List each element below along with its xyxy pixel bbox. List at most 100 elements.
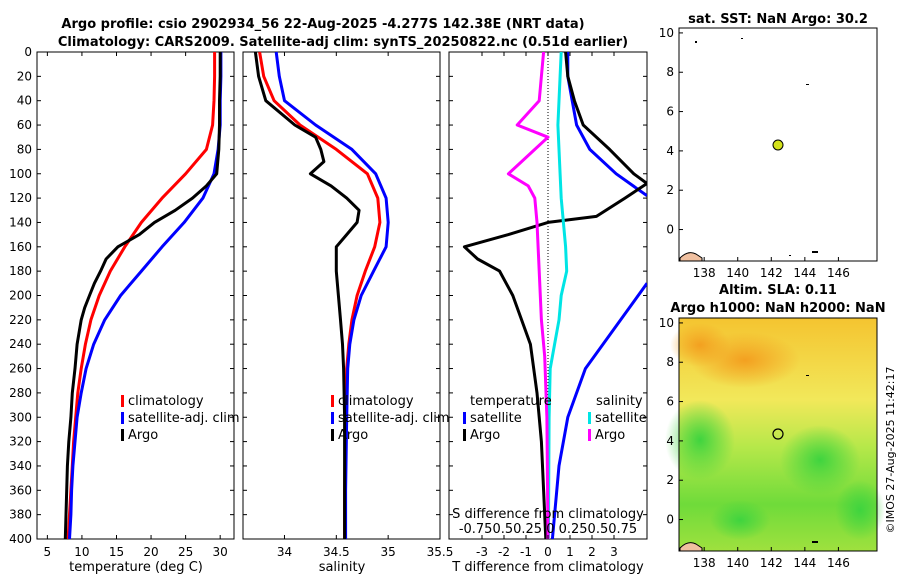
y-tick-label: 20: [17, 69, 32, 83]
map-lat-label: 6: [666, 395, 674, 409]
sst-map-argo-marker: [772, 139, 784, 151]
y-tick-label: 320: [9, 435, 32, 449]
sal-legend-clim-swatch: [331, 395, 334, 407]
sal-legend-argo: Argo: [338, 428, 368, 443]
temp-legend-argo: Argo: [128, 428, 158, 443]
temp-legend-sat-swatch: [121, 412, 124, 424]
series-line-argo: [63, 52, 222, 540]
x-tick-label: -1: [520, 545, 532, 559]
diff-legend-sal-sat: satellite: [595, 411, 647, 426]
y-tick-label: 120: [9, 191, 32, 205]
y-tick-label: 380: [9, 508, 32, 522]
depth-axis: 0 20 40 60 80 100 120 140 160 180 200 220 240 260 280 3…: [9, 45, 32, 546]
diff-legend: temperature salinity satellite Argo sate…: [463, 394, 647, 443]
map-lat-label: 10: [659, 316, 674, 330]
x-tick-label: 3: [610, 545, 618, 559]
sal-legend-argo-swatch: [331, 429, 334, 441]
sla-map-title-1: Altim. SLA: 0.11: [719, 283, 837, 298]
diff-legend-sal-argo-swatch: [588, 429, 591, 441]
x-tick-label: 34: [277, 545, 292, 559]
map-lon-label: 146: [827, 266, 850, 280]
diff-legend-temp-argo: Argo: [470, 428, 500, 443]
sst-map-title: sat. SST: NaN Argo: 30.2: [688, 12, 868, 27]
s-diff-caption: S difference from climatology: [452, 507, 644, 522]
x-tick-label: -3: [476, 545, 488, 559]
y-tick-label: 220: [9, 313, 32, 327]
x-tick-label: 30: [213, 545, 228, 559]
x-tick-label: -2: [498, 545, 510, 559]
series-line-salinity-argo: [506, 52, 550, 539]
map-lat-label: 2: [666, 473, 674, 487]
map-lon-label: 140: [726, 266, 749, 280]
map-lat-label: 0: [666, 513, 674, 527]
x-tick-label: 35.5: [427, 545, 454, 559]
y-tick-label: 60: [17, 118, 32, 132]
sal-legend-clim: climatology: [338, 394, 414, 409]
y-tick-label: 180: [9, 264, 32, 278]
sst-map-coast: [679, 38, 818, 262]
series-line-temperature-argo: [462, 52, 647, 539]
sal-legend-sat-swatch: [331, 412, 334, 424]
temp-legend-sat: satellite-adj. clim: [128, 411, 240, 426]
x-tick-label: 2: [588, 545, 596, 559]
imos-stamp: ©IMOS 27-Aug-2025 11:42:17: [884, 367, 897, 534]
series-line-temperature-satellite-deep-: [550, 282, 647, 539]
sla-map-frame: [678, 317, 878, 552]
sla-map-field: [665, 318, 885, 551]
y-tick-label: 300: [9, 410, 32, 424]
diff-xlabel: T difference from climatology: [451, 560, 644, 575]
map-lat-label: 4: [666, 434, 674, 448]
y-tick-label: 160: [9, 240, 32, 254]
sla-map-argo-marker: [772, 428, 784, 440]
map-lat-label: 2: [666, 183, 674, 197]
sst-map-frame: [678, 27, 878, 262]
x-tick-label: 34.5: [323, 545, 350, 559]
y-tick-label: 360: [9, 483, 32, 497]
y-tick-label: 140: [9, 215, 32, 229]
map-lon-label: 140: [726, 556, 749, 570]
x-tick-label: 5: [44, 545, 52, 559]
map-lon-label: 144: [793, 266, 816, 280]
sst-map-axes: 138 140 142 144 146 0 2 4 6 8 10: [659, 26, 850, 280]
y-tick-label: 400: [9, 532, 32, 546]
map-lon-label: 142: [760, 556, 783, 570]
x-tick-label: 1: [566, 545, 574, 559]
s-diff-ticks: -0.750.50.25 0 0.250.50.75: [459, 522, 637, 537]
map-lon-label: 138: [693, 556, 716, 570]
x-tick-label: 10: [74, 545, 89, 559]
x-tick-label: 20: [143, 545, 158, 559]
y-tick-label: 40: [17, 94, 32, 108]
y-tick-label: 0: [24, 45, 32, 59]
temp-legend: climatology satellite-adj. clim Argo: [121, 394, 240, 443]
y-tick-label: 280: [9, 386, 32, 400]
map-lat-label: 4: [666, 144, 674, 158]
sla-map-axes: 138 140 142 144 146 0 2 4 6 8 10: [659, 316, 850, 570]
sal-legend: climatology satellite-adj. clim Argo: [331, 394, 450, 443]
y-tick-label: 240: [9, 337, 32, 351]
map-lat-label: 0: [666, 223, 674, 237]
header-line-2: Climatology: CARS2009. Satellite-adj cli…: [58, 35, 628, 50]
y-tick-label: 340: [9, 459, 32, 473]
diff-series-group: [462, 52, 647, 539]
temp-xlabel: temperature (deg C): [69, 560, 203, 575]
sal-panel-frame: [242, 51, 441, 540]
diff-legend-sal-header: salinity: [596, 394, 643, 409]
series-line-satellite-adj-clim: [68, 52, 223, 540]
series-line-argo: [253, 51, 361, 539]
sla-map-coast: [679, 375, 818, 552]
diff-plot: -3 -2 -1 0 1 2 3: [449, 51, 647, 559]
series-line-salinity-satellite: [546, 52, 569, 539]
diff-legend-temp-sat: satellite: [470, 411, 522, 426]
map-lat-label: 6: [666, 105, 674, 119]
diff-legend-sal-argo: Argo: [595, 428, 625, 443]
diff-legend-temp-argo-swatch: [463, 429, 466, 441]
y-tick-label: 100: [9, 167, 32, 181]
sal-legend-sat: satellite-adj. clim: [338, 411, 450, 426]
x-tick-label: 15: [109, 545, 124, 559]
y-tick-label: 200: [9, 289, 32, 303]
sal-plot: 34 34.5 35 35.5: [243, 51, 454, 559]
x-tick-label: 25: [178, 545, 193, 559]
header-line-1: Argo profile: csio 2902934_56 22-Aug-202…: [61, 17, 584, 32]
map-lat-label: 8: [666, 355, 674, 369]
